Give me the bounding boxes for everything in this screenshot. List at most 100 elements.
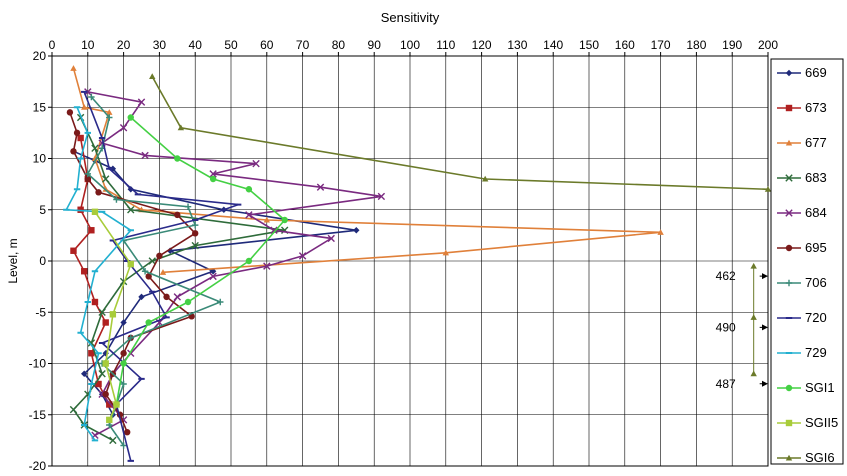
data-point-sgii5	[113, 401, 120, 408]
x-tick-label: 120	[472, 38, 492, 52]
data-point-sgi1	[245, 186, 253, 193]
data-point-683	[87, 339, 96, 347]
data-point-683	[109, 436, 117, 445]
legend-item-sgii5: SGII5	[777, 415, 838, 430]
annotation-arrowhead	[762, 273, 768, 280]
legend-label: 669	[805, 65, 827, 80]
series-sgi6	[149, 73, 772, 192]
x-tick-label: 30	[153, 38, 167, 52]
data-point-669	[120, 319, 127, 326]
series-720	[81, 90, 242, 462]
data-point-sgii5	[102, 360, 109, 367]
legend-item-720: 720	[777, 310, 827, 325]
data-point-sgi1	[281, 216, 288, 224]
data-point-695	[73, 129, 81, 137]
x-tick-label: 180	[686, 38, 706, 52]
legend-label: 677	[805, 135, 827, 150]
data-point-684	[209, 170, 217, 178]
x-tick-label: 0	[49, 38, 56, 52]
data-point-677	[263, 216, 270, 223]
data-point-695	[156, 252, 163, 260]
data-point-sgi1	[127, 114, 134, 121]
data-point-673	[70, 247, 77, 254]
data-point-683	[148, 257, 156, 265]
y-tick-label: -10	[29, 357, 47, 371]
legend-label: 720	[805, 310, 827, 325]
y-tick-label: 15	[33, 100, 47, 114]
grid	[48, 52, 769, 467]
legend-swatch-marker	[785, 384, 793, 392]
data-point-706	[192, 221, 199, 229]
annotation-arrowhead	[762, 324, 768, 331]
data-point-673	[81, 268, 88, 275]
legend-swatch-marker	[785, 174, 793, 182]
data-point-683	[127, 206, 135, 214]
legend-label: 695	[805, 240, 827, 255]
data-point-706	[88, 93, 95, 101]
x-axis-label: Sensitivity	[381, 10, 440, 25]
legend-swatch-marker	[785, 244, 793, 252]
y-tick-label: -5	[35, 305, 46, 319]
legend-item-669: 669	[777, 65, 827, 80]
series-line-sgi1	[115, 116, 286, 405]
x-tick-label: 170	[651, 38, 671, 52]
data-point-sgi6	[764, 186, 772, 192]
annotation-marker	[750, 314, 757, 320]
data-point-677	[657, 229, 664, 235]
data-point-706	[106, 114, 113, 121]
series-673	[70, 134, 113, 408]
data-point-669	[138, 293, 145, 301]
legend-swatch-marker	[785, 69, 793, 77]
axes: Sensitivity Level, m 0 10 20 30 40 50 60 70 80 90…	[6, 10, 778, 473]
data-point-684	[377, 192, 386, 201]
data-point-695	[70, 148, 77, 155]
data-point-sgi1	[209, 175, 217, 183]
x-tick-label: 190	[722, 38, 742, 52]
data-point-677	[442, 249, 449, 256]
data-point-sgii5	[106, 416, 113, 424]
x-tick-label: 80	[332, 38, 346, 52]
data-point-673	[88, 350, 95, 357]
data-point-684	[316, 183, 325, 191]
y-tick-label: 5	[39, 203, 46, 217]
data-point-sgi6	[177, 124, 185, 131]
data-point-706	[120, 380, 127, 388]
legend-item-684: 684	[777, 205, 827, 220]
annotation-group: 462 490 487	[716, 262, 768, 391]
data-point-sgi1	[184, 298, 192, 306]
annotation-marker	[750, 262, 757, 269]
y-tick-label: 10	[33, 152, 47, 166]
x-tick-label: 160	[615, 38, 635, 52]
x-tick-label: 200	[758, 38, 778, 52]
y-tick-label: 20	[33, 49, 47, 63]
annotation-label: 462	[716, 269, 736, 283]
data-point-684	[209, 272, 217, 281]
data-point-sgi1	[245, 257, 253, 265]
legend-item-706: 706	[777, 275, 827, 290]
data-point-684	[252, 159, 260, 168]
x-tick-label: 70	[296, 38, 310, 52]
x-tick-label: 150	[579, 38, 599, 52]
legend-swatch-marker	[785, 139, 793, 146]
data-point-683	[191, 241, 199, 250]
data-point-683	[98, 308, 106, 316]
y-axis-label: Level, m	[6, 238, 20, 283]
data-point-sgi1	[145, 319, 152, 326]
data-point-683	[91, 144, 99, 152]
annotation-arrowhead	[762, 380, 768, 387]
y-tick-label: 0	[39, 254, 46, 268]
annotation-label: 487	[716, 377, 736, 391]
legend-swatch-marker	[785, 279, 793, 287]
data-point-684	[141, 151, 149, 160]
data-point-669	[102, 350, 109, 357]
series-sgii5	[91, 208, 134, 424]
data-point-673	[77, 134, 84, 142]
data-point-673	[95, 380, 102, 388]
data-point-684	[298, 252, 307, 260]
x-tick-label: 100	[400, 38, 420, 52]
data-point-669	[109, 165, 117, 172]
legend-swatch-marker	[785, 104, 793, 112]
legend-item-sgi1: SGI1	[777, 380, 835, 395]
series-line-669	[73, 150, 357, 416]
data-point-669	[81, 370, 88, 377]
